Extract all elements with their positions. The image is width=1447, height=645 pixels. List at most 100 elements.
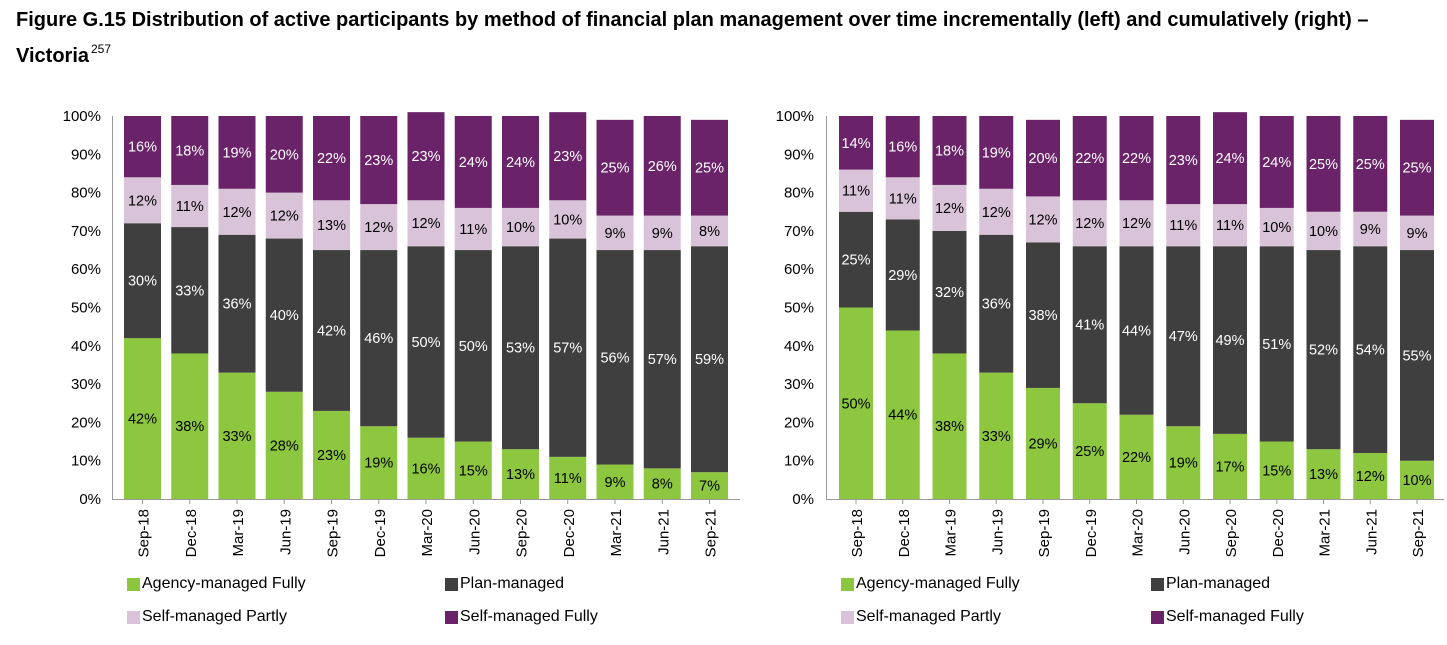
data-label: 29% <box>888 268 917 284</box>
bar-segment-plan <box>1119 246 1154 415</box>
bar-segment-self-fully <box>1213 112 1247 205</box>
data-label: 33% <box>982 429 1011 445</box>
bar-segment-self-partly <box>454 207 492 251</box>
bar-segment-plan <box>313 250 350 411</box>
data-label: 53% <box>506 341 535 357</box>
data-label: 40% <box>270 308 299 324</box>
x-tick-label: Dec-19 <box>1083 509 1100 557</box>
data-label: 11% <box>842 184 870 200</box>
data-label: 57% <box>553 341 582 357</box>
y-tick-label: 70% <box>784 223 814 240</box>
data-label: 24% <box>506 155 535 171</box>
data-label: 11% <box>176 199 204 215</box>
bar-segment-self-fully <box>1072 116 1107 201</box>
data-label: 12% <box>222 205 251 221</box>
legend-label-self-partly: Self-managed Partly <box>856 608 1001 625</box>
y-tick-label: 0% <box>792 491 814 508</box>
bar-segment-self-partly <box>1119 200 1154 247</box>
bar-segment-agency <box>1353 453 1388 499</box>
data-label: 19% <box>364 456 393 472</box>
x-tick-label: Dec-20 <box>561 509 578 557</box>
data-label: 9% <box>1407 226 1428 242</box>
data-label: 12% <box>1356 469 1385 485</box>
x-tick-label: Dec-20 <box>1270 509 1287 557</box>
bar-segment-self-fully <box>1026 119 1060 197</box>
data-label: 12% <box>1028 212 1057 228</box>
bar-segment-plan <box>454 250 492 442</box>
bar-segment-self-partly <box>407 200 445 247</box>
data-label: 8% <box>652 477 673 493</box>
x-tick-label: Sep-18 <box>849 509 866 557</box>
y-tick-label: 60% <box>784 261 814 278</box>
data-label: 12% <box>364 220 393 236</box>
bar-segment-plan <box>1072 246 1107 404</box>
bar-segment-self-fully <box>171 116 209 185</box>
bar-segment-plan <box>407 246 445 438</box>
data-label: 25% <box>695 161 724 177</box>
data-label: 30% <box>128 274 157 290</box>
legend-swatch-plan <box>1151 577 1164 591</box>
data-label: 12% <box>982 205 1011 221</box>
bar-segment-self-partly <box>549 200 587 239</box>
legend-label-self-fully: Self-managed Fully <box>460 608 598 625</box>
bar-segment-self-partly <box>1259 207 1294 247</box>
x-tick-label: Sep-19 <box>1036 509 1053 557</box>
data-label: 28% <box>270 438 299 454</box>
bar-segment-agency <box>979 372 1014 499</box>
bar-segment-plan <box>549 238 587 457</box>
data-label: 23% <box>364 153 393 169</box>
x-tick-label: Dec-19 <box>372 509 389 557</box>
x-tick-label: Jun-20 <box>466 509 483 555</box>
y-tick-label: 80% <box>71 185 101 202</box>
legend-swatch-self-partly <box>841 610 854 624</box>
left-legend: Agency-managed Fully Plan-managed Self-m… <box>127 575 727 645</box>
y-tick-label: 80% <box>784 185 814 202</box>
data-label: 12% <box>270 209 299 225</box>
data-label: 7% <box>699 479 720 495</box>
data-label: 22% <box>317 151 346 167</box>
bar-segment-self-partly <box>1072 200 1107 247</box>
data-label: 11% <box>1169 218 1197 234</box>
x-tick-label: Dec-18 <box>896 509 913 557</box>
data-label: 17% <box>1215 459 1244 475</box>
data-label: 20% <box>270 147 299 163</box>
bar-segment-self-partly <box>1026 196 1060 243</box>
bar-segment-agency <box>1400 460 1434 499</box>
data-label: 56% <box>600 350 629 366</box>
data-label: 23% <box>411 149 440 165</box>
data-label: 10% <box>553 212 582 228</box>
data-label: 38% <box>1028 308 1057 324</box>
bar-segment-plan <box>1166 246 1201 427</box>
data-label: 25% <box>1075 444 1104 460</box>
y-tick-label: 90% <box>71 146 101 163</box>
bar-segment-agency <box>454 441 492 499</box>
data-label: 9% <box>605 226 626 242</box>
data-label: 12% <box>1122 216 1151 232</box>
data-label: 16% <box>888 140 917 156</box>
data-label: 23% <box>553 149 582 165</box>
bar-segment-self-fully <box>454 116 492 208</box>
bar-segment-agency <box>360 426 398 499</box>
data-label: 54% <box>1356 343 1385 359</box>
bar-segment-plan <box>124 223 161 339</box>
bar-segment-self-partly <box>360 204 398 251</box>
data-label: 18% <box>935 143 964 159</box>
data-label: 19% <box>222 145 251 161</box>
x-tick-label: Mar-19 <box>943 509 960 557</box>
y-tick-label: 60% <box>71 261 101 278</box>
x-tick-label: Sep-20 <box>1223 509 1240 557</box>
bar-segment-plan <box>691 246 728 473</box>
bar-segment-self-partly <box>596 215 634 251</box>
data-label: 16% <box>128 140 157 156</box>
bar-segment-plan <box>265 238 303 392</box>
legend-label-plan: Plan-managed <box>1166 575 1271 592</box>
bar-segment-self-partly <box>885 177 920 220</box>
x-tick-label: Jun-19 <box>989 509 1006 555</box>
right-legend: Agency-managed Fully Plan-managed Self-m… <box>841 575 1441 645</box>
y-tick-label: 40% <box>71 338 101 355</box>
legend-swatch-agency <box>127 577 140 591</box>
bar-segment-agency <box>596 464 634 499</box>
bar-segment-plan <box>979 234 1014 373</box>
y-tick-label: 30% <box>784 376 814 393</box>
legend-item-agency: Agency-managed Fully <box>127 575 306 593</box>
